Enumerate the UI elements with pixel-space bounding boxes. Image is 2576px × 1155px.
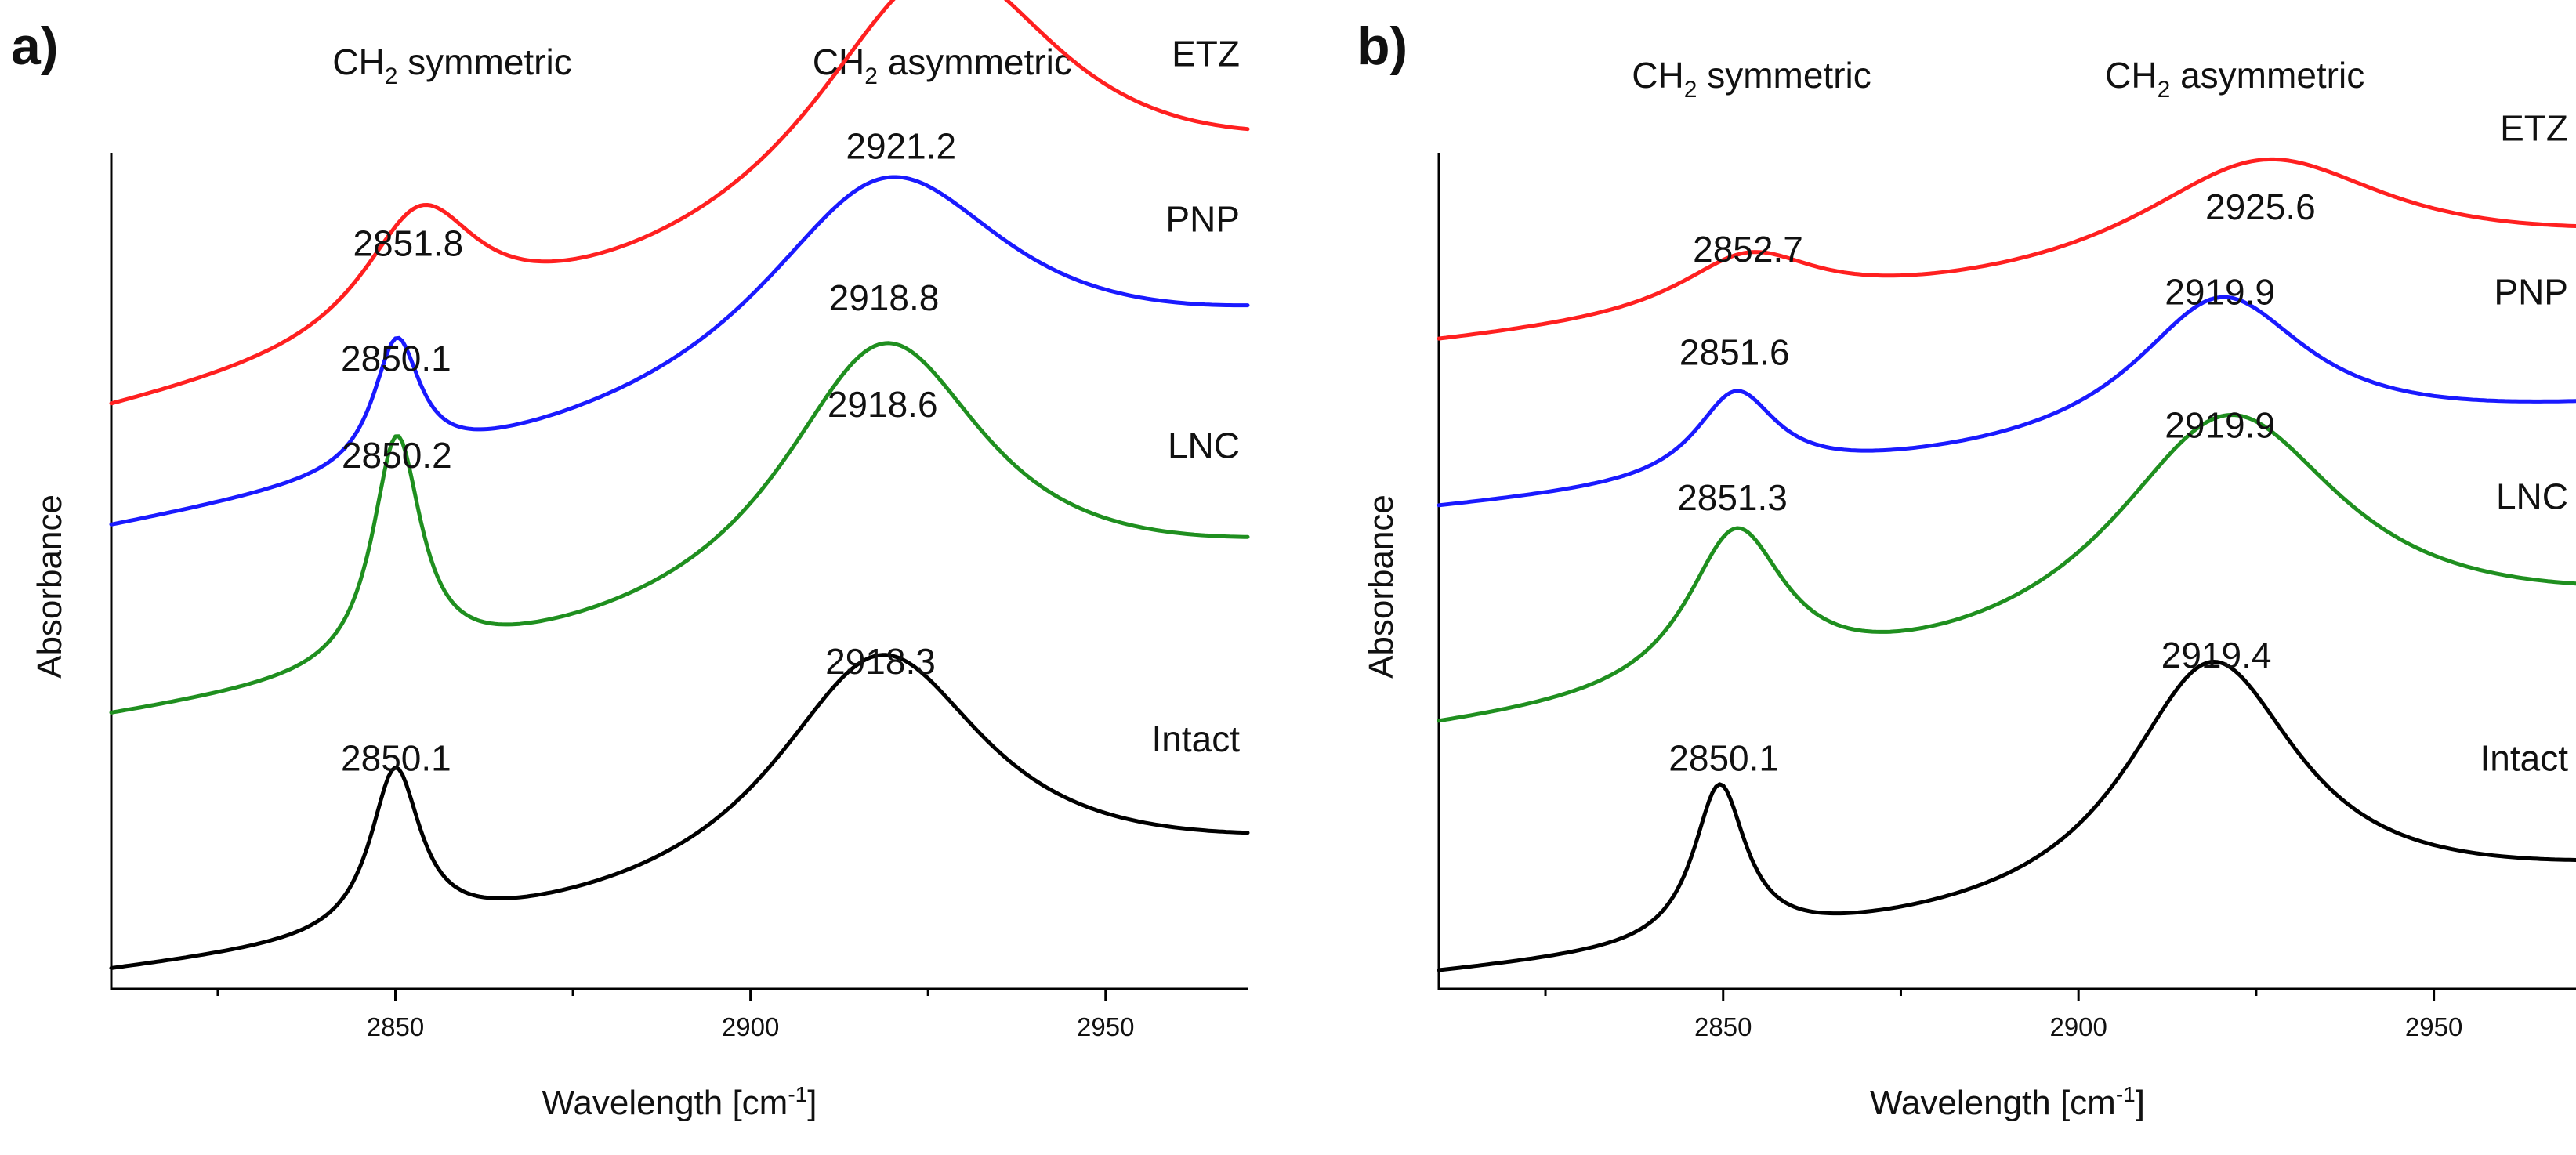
peak-label-pnp-asymmetric: 2918.8 [829,277,940,318]
series-label-lnc: LNC [1168,425,1240,466]
peak-label-intact-asymmetric: 2918.3 [825,641,936,682]
x-tick-label: 2950 [2405,1012,2462,1041]
series-label-etz: ETZ [2500,108,2568,149]
peak-label-lnc-asymmetric: 2919.9 [2165,404,2275,445]
y-axis-title: Absorbance [1362,494,1400,679]
peak-label-intact-symmetric: 2850.1 [341,738,451,779]
series-label-lnc: LNC [2496,476,2568,517]
peak-label-lnc-symmetric: 2850.2 [342,435,452,476]
peak-label-lnc-symmetric: 2851.3 [1677,477,1788,518]
series-label-etz: ETZ [1172,34,1240,74]
series-line-pnp [1437,295,2576,508]
panel-letter: b) [1357,16,1408,76]
series-line-etz [109,0,1250,406]
peak-label-pnp-asymmetric: 2919.9 [2165,271,2275,312]
peak-label-intact-asymmetric: 2919.4 [2161,635,2272,675]
peak-label-etz-symmetric: 2852.7 [1693,229,1803,270]
series-label-intact: Intact [2480,738,2568,779]
x-tick-label: 2850 [367,1012,424,1041]
chart-panel-b: b) CH2 symmetric CH2 asymmetric 2850 2900 295… [1357,16,2576,1122]
series-line-intact [109,653,1250,970]
peak-label-lnc-asymmetric: 2918.6 [828,384,938,425]
x-axis-title: Wavelength [cm-1] [542,1082,817,1122]
peak-label-intact-symmetric: 2850.1 [1668,738,1779,779]
band-label-symmetric: CH2 symmetric [1632,55,1871,103]
x-tick-label: 2950 [1077,1012,1134,1041]
axes-frame [110,153,1248,990]
peak-label-pnp-symmetric: 2850.1 [341,338,451,378]
band-label-asymmetric: CH2 asymmetric [813,42,1072,89]
series-line-intact [1437,660,2576,972]
peak-label-pnp-symmetric: 2851.6 [1679,332,1790,373]
band-label-symmetric: CH2 symmetric [332,42,571,89]
x-tick-label: 2850 [1694,1012,1752,1041]
peak-label-etz-symmetric: 2851.8 [353,223,463,263]
peak-label-etz-asymmetric: 2925.6 [2205,186,2316,227]
series-label-pnp: PNP [2494,271,2568,312]
axes-frame [1437,153,2576,990]
series-line-lnc [109,341,1250,715]
band-label-asymmetric: CH2 asymmetric [2105,55,2364,103]
series-label-pnp: PNP [1165,199,1240,240]
series-label-intact: Intact [1151,719,1240,759]
chart-panel-a: a) CH2 symmetric CH2 asymmetric 2850 2900 295… [11,0,1250,1122]
panel-letter: a) [11,16,58,76]
x-axis-title: Wavelength [cm-1] [1870,1082,2145,1122]
series-line-lnc [1437,413,2576,723]
x-tick-label: 2900 [2049,1012,2107,1041]
series-line-etz [1437,157,2576,341]
peak-label-etz-asymmetric: 2921.2 [846,126,956,167]
y-axis-title: Absorbance [31,494,69,679]
series-line-pnp [109,175,1250,527]
x-tick-label: 2900 [722,1012,779,1041]
